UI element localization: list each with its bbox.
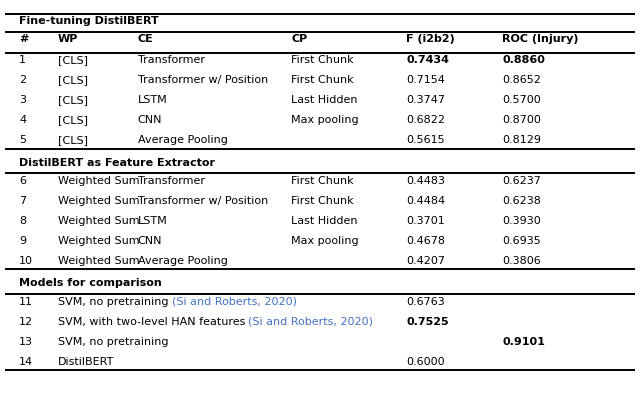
Text: 0.6763: 0.6763 xyxy=(406,297,445,307)
Text: LSTM: LSTM xyxy=(138,216,167,226)
Text: 0.6000: 0.6000 xyxy=(406,357,445,367)
Text: (Si and Roberts, 2020): (Si and Roberts, 2020) xyxy=(248,317,374,327)
Text: CE: CE xyxy=(138,34,154,43)
Text: Weighted Sum: Weighted Sum xyxy=(58,216,140,226)
Text: First Chunk: First Chunk xyxy=(291,196,354,206)
Text: 0.7525: 0.7525 xyxy=(406,317,449,327)
Text: 0.5615: 0.5615 xyxy=(406,135,445,145)
Text: Transformer w/ Position: Transformer w/ Position xyxy=(138,196,268,206)
Text: 0.4678: 0.4678 xyxy=(406,236,445,246)
Text: LSTM: LSTM xyxy=(138,95,167,105)
Text: 13: 13 xyxy=(19,337,33,347)
Text: Weighted Sum: Weighted Sum xyxy=(58,176,140,186)
Text: 0.8129: 0.8129 xyxy=(502,135,541,145)
Text: [CLS]: [CLS] xyxy=(58,115,88,125)
Text: Weighted Sum: Weighted Sum xyxy=(58,196,140,206)
Text: 0.9101: 0.9101 xyxy=(502,337,545,347)
Text: 0.3806: 0.3806 xyxy=(502,256,541,266)
Text: 3: 3 xyxy=(19,95,26,105)
Text: [CLS]: [CLS] xyxy=(58,95,88,105)
Text: 0.3930: 0.3930 xyxy=(502,216,541,226)
Text: 0.8700: 0.8700 xyxy=(502,115,541,125)
Text: Weighted Sum: Weighted Sum xyxy=(58,256,140,266)
Text: WP: WP xyxy=(58,34,78,43)
Text: 0.5700: 0.5700 xyxy=(502,95,541,105)
Text: CP: CP xyxy=(291,34,307,43)
Text: [CLS]: [CLS] xyxy=(58,55,88,65)
Text: 0.6237: 0.6237 xyxy=(502,176,541,186)
Text: 0.8652: 0.8652 xyxy=(502,75,541,85)
Text: Transformer w/ Position: Transformer w/ Position xyxy=(138,75,268,85)
Text: Last Hidden: Last Hidden xyxy=(291,95,358,105)
Text: DistilBERT as Feature Extractor: DistilBERT as Feature Extractor xyxy=(19,158,215,167)
Text: 0.8860: 0.8860 xyxy=(502,55,545,65)
Text: 0.7154: 0.7154 xyxy=(406,75,445,85)
Text: Transformer: Transformer xyxy=(138,55,205,65)
Text: First Chunk: First Chunk xyxy=(291,176,354,186)
Text: 0.6822: 0.6822 xyxy=(406,115,445,125)
Text: [CLS]: [CLS] xyxy=(58,75,88,85)
Text: 5: 5 xyxy=(19,135,26,145)
Text: 1: 1 xyxy=(19,55,26,65)
Text: 2: 2 xyxy=(19,75,26,85)
Text: Average Pooling: Average Pooling xyxy=(138,135,227,145)
Text: 0.6935: 0.6935 xyxy=(502,236,541,246)
Text: 10: 10 xyxy=(19,256,33,266)
Text: 12: 12 xyxy=(19,317,33,327)
Text: Fine-tuning DistilBERT: Fine-tuning DistilBERT xyxy=(19,16,159,26)
Text: 14: 14 xyxy=(19,357,33,367)
Text: 0.7434: 0.7434 xyxy=(406,55,449,65)
Text: 0.4484: 0.4484 xyxy=(406,196,445,206)
Text: CNN: CNN xyxy=(138,115,162,125)
Text: 0.6238: 0.6238 xyxy=(502,196,541,206)
Text: DistilBERT: DistilBERT xyxy=(58,357,114,367)
Text: Max pooling: Max pooling xyxy=(291,236,359,246)
Text: 0.3747: 0.3747 xyxy=(406,95,445,105)
Text: 9: 9 xyxy=(19,236,26,246)
Text: SVM, no pretraining: SVM, no pretraining xyxy=(58,337,168,347)
Text: CNN: CNN xyxy=(138,236,162,246)
Text: 0.4207: 0.4207 xyxy=(406,256,445,266)
Text: SVM, no pretraining: SVM, no pretraining xyxy=(58,297,172,307)
Text: Weighted Sum: Weighted Sum xyxy=(58,236,140,246)
Text: Average Pooling: Average Pooling xyxy=(138,256,227,266)
Text: F (i2b2): F (i2b2) xyxy=(406,34,455,43)
Text: Max pooling: Max pooling xyxy=(291,115,359,125)
Text: 0.3701: 0.3701 xyxy=(406,216,445,226)
Text: 0.4483: 0.4483 xyxy=(406,176,445,186)
Text: (Si and Roberts, 2020): (Si and Roberts, 2020) xyxy=(172,297,296,307)
Text: First Chunk: First Chunk xyxy=(291,55,354,65)
Text: [CLS]: [CLS] xyxy=(58,135,88,145)
Text: SVM, with two-level HAN features: SVM, with two-level HAN features xyxy=(58,317,248,327)
Text: ROC (Injury): ROC (Injury) xyxy=(502,34,579,43)
Text: Last Hidden: Last Hidden xyxy=(291,216,358,226)
Text: Models for comparison: Models for comparison xyxy=(19,278,162,288)
Text: 7: 7 xyxy=(19,196,26,206)
Text: 11: 11 xyxy=(19,297,33,307)
Text: First Chunk: First Chunk xyxy=(291,75,354,85)
Text: Transformer: Transformer xyxy=(138,176,205,186)
Text: 4: 4 xyxy=(19,115,26,125)
Text: 6: 6 xyxy=(19,176,26,186)
Text: 8: 8 xyxy=(19,216,26,226)
Text: #: # xyxy=(19,34,29,43)
